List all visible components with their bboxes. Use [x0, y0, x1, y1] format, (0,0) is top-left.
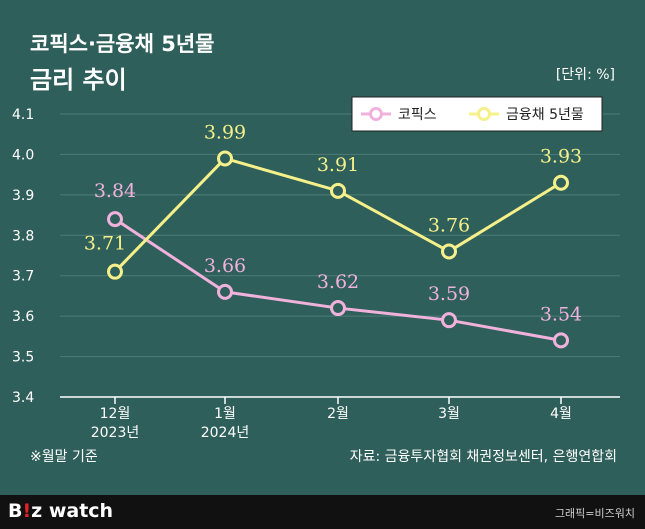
bond-data-label: 3.91: [317, 154, 359, 176]
y-tick-label: 3.6: [12, 309, 34, 325]
x-tick-label: 1월 2024년: [201, 406, 250, 441]
kofix-point: [441, 312, 457, 329]
kofix-data-label: 3.84: [94, 180, 136, 202]
kofix-data-label: 3.54: [540, 303, 582, 325]
x-tick-label: 3월: [438, 406, 460, 422]
x-tick-label: 12월 2023년: [91, 406, 140, 441]
kofix-legend-label: 코픽스: [398, 107, 437, 123]
kofix-point: [330, 300, 346, 317]
logo-letter-z: z: [31, 500, 43, 522]
kofix-data-label: 3.66: [204, 255, 246, 277]
bond-legend-label: 금융채 5년물: [506, 107, 584, 123]
bond-data-label: 3.99: [204, 121, 246, 143]
graphic-credit: 그래픽=비즈워치: [554, 507, 635, 520]
kofix-point: [107, 211, 123, 228]
bond-point: [441, 243, 457, 260]
logo-mark: !: [22, 500, 32, 522]
kofix-point: [553, 332, 569, 349]
bond-point: [553, 174, 569, 191]
logo-letter-b: B: [8, 500, 23, 522]
chart-title-line2: 금리 추이: [30, 66, 127, 94]
chart-title-line1: 코픽스·금융채 5년물: [30, 32, 215, 56]
source-note: 자료: 금융투자협회 채권정보센터, 은행연합회: [349, 449, 617, 465]
bond-data-label: 3.71: [84, 233, 126, 255]
bond-point: [107, 263, 123, 280]
logo-watch: watch: [42, 500, 114, 522]
y-tick-label: 3.9: [12, 188, 34, 204]
y-tick-label: 3.5: [12, 350, 34, 366]
kofix-data-label: 3.62: [317, 271, 359, 293]
y-tick-label: 3.4: [12, 390, 34, 406]
x-tick-label: 4월: [550, 406, 572, 422]
footnote: ※월말 기준: [30, 449, 98, 465]
footer-bar: B!z watch 그래픽=비즈워치: [0, 495, 645, 529]
kofix-legend-marker: [369, 107, 383, 121]
kofix-data-label: 3.59: [428, 283, 470, 305]
unit-label: [단위: %]: [555, 67, 615, 83]
y-tick-label: 3.7: [12, 269, 34, 285]
x-tick-label: 2월: [327, 406, 349, 422]
bizwatch-logo: B!z watch: [8, 500, 113, 522]
bond-point: [330, 182, 346, 199]
y-tick-label: 3.8: [12, 228, 34, 244]
bond-legend-marker: [477, 107, 491, 121]
bond-point: [217, 150, 233, 167]
bond-data-label: 3.76: [428, 214, 470, 236]
bond-data-label: 3.93: [540, 146, 582, 168]
y-tick-label: 4.1: [12, 107, 34, 123]
y-tick-label: 4.0: [12, 147, 34, 163]
kofix-point: [217, 283, 233, 300]
